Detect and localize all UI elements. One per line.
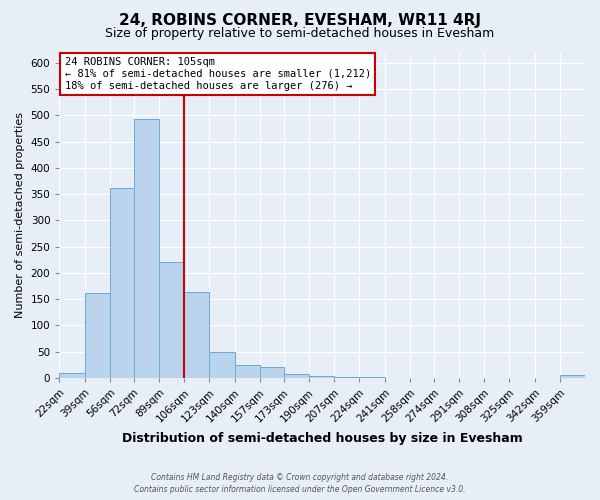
Bar (59, 372, 85, 378)
Bar (184, 292, 209, 378)
Text: Size of property relative to semi-detached houses in Evesham: Size of property relative to semi-detach… (106, 28, 494, 40)
Text: 24 ROBINS CORNER: 105sqm
← 81% of semi-detached houses are smaller (1,212)
18% o: 24 ROBINS CORNER: 105sqm ← 81% of semi-d… (65, 58, 371, 90)
Text: Contains HM Land Registry data © Crown copyright and database right 2024.
Contai: Contains HM Land Registry data © Crown c… (134, 472, 466, 494)
Bar (134, 119, 159, 378)
Bar (209, 352, 235, 378)
Bar (284, 374, 309, 378)
Bar (159, 262, 184, 378)
Bar (85, 293, 110, 378)
Y-axis label: Number of semi-detached properties: Number of semi-detached properties (15, 112, 25, 318)
Bar (309, 376, 334, 378)
Bar (260, 368, 284, 378)
Bar (110, 188, 134, 378)
Bar (560, 375, 585, 378)
Text: 24, ROBINS CORNER, EVESHAM, WR11 4RJ: 24, ROBINS CORNER, EVESHAM, WR11 4RJ (119, 12, 481, 28)
Bar (235, 364, 260, 378)
X-axis label: Distribution of semi-detached houses by size in Evesham: Distribution of semi-detached houses by … (122, 432, 523, 445)
